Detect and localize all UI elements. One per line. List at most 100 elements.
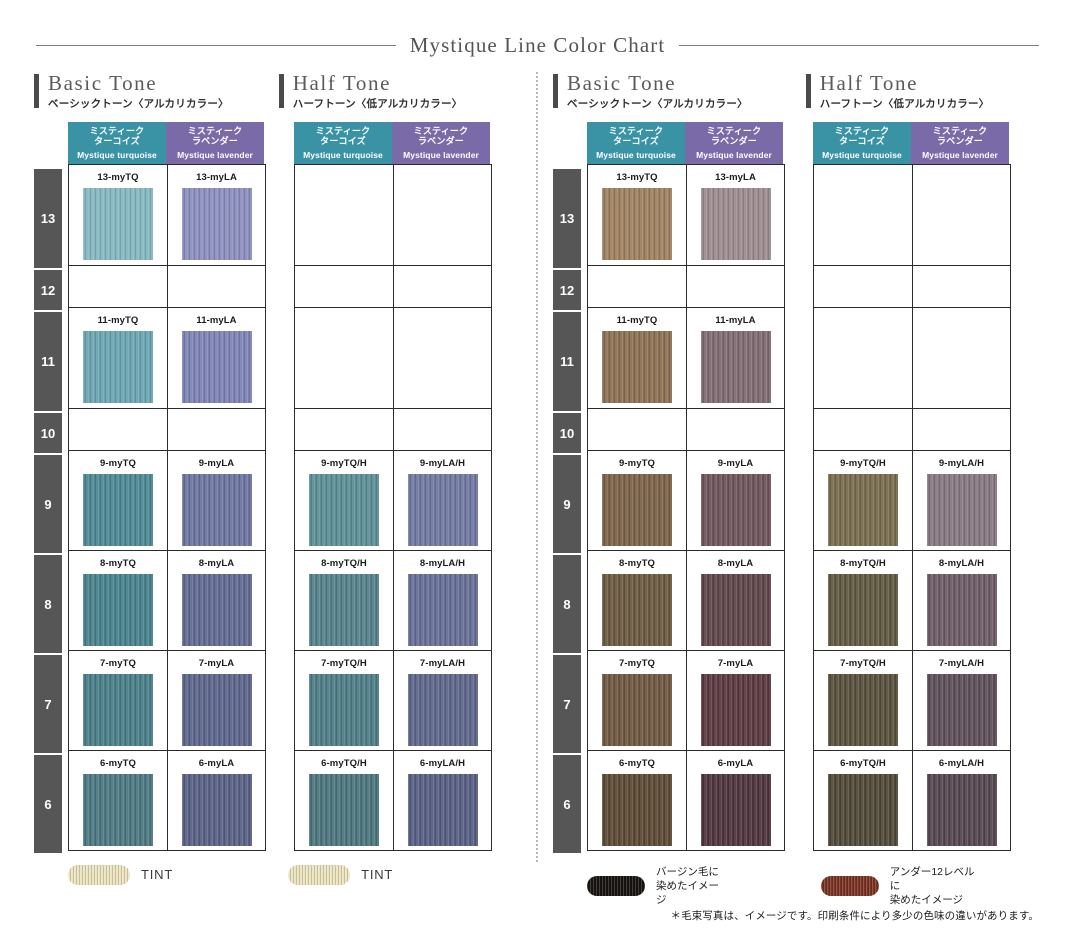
tone-header-basic: Basic Tone ベーシックトーン〈アルカリカラー〉: [553, 72, 748, 111]
swatch-color: [602, 188, 672, 260]
swatch-cell[interactable]: 6-myTQ/H: [295, 750, 393, 850]
swatch-cell[interactable]: 11-myLA: [168, 307, 265, 408]
swatch-cell[interactable]: 13-myLA: [168, 164, 265, 265]
level-column: 13 12 11 10 9 8 7 6: [34, 122, 62, 855]
column-header-jp: ミスティーク: [187, 125, 243, 136]
swatch-cell[interactable]: 11-myTQ: [588, 307, 686, 408]
swatch-cell[interactable]: 7-myLA/H: [394, 650, 491, 750]
swatch-cell[interactable]: 8-myLA: [687, 550, 784, 650]
swatch-color: [700, 574, 771, 646]
swatch-label: 8-myLA: [198, 558, 235, 569]
tone-header-basic: Basic Tone ベーシックトーン〈アルカリカラー〉: [34, 72, 229, 111]
column-header-jp2: ターコイズ: [320, 136, 366, 147]
tone-headers: Basic Tone ベーシックトーン〈アルカリカラー〉 Half Tone ハーフト…: [553, 72, 1075, 111]
panel-divider: [536, 72, 538, 862]
level-cell-13: 13: [34, 169, 62, 268]
swatch-cell[interactable]: 13-myLA: [687, 164, 784, 265]
swatch-cell[interactable]: 9-myLA: [168, 450, 265, 550]
column-header-en: Mystique lavender: [922, 149, 998, 160]
legend-label: バージン毛に 染めたイメージ: [656, 865, 725, 907]
swatch-cell[interactable]: 6-myLA/H: [394, 750, 491, 850]
legend-item: TINT: [288, 865, 393, 885]
swatch-label: 8-myTQ: [100, 558, 136, 569]
swatch-color: [926, 774, 997, 846]
swatch-cell[interactable]: 6-myTQ: [588, 750, 686, 850]
swatch-color: [407, 574, 478, 646]
swatch-cell[interactable]: 13-myTQ: [69, 164, 167, 265]
swatch-cell[interactable]: 7-myTQ/H: [295, 650, 393, 750]
column-header-en: Mystique lavender: [403, 149, 479, 160]
level-cell-7: 7: [553, 655, 581, 753]
swatch-cell[interactable]: 9-myLA/H: [913, 450, 1010, 550]
column-header-en: Mystique turquoise: [77, 149, 157, 160]
tone-accent-bar: [278, 74, 284, 108]
swatch-cell-empty: [168, 408, 265, 450]
swatch-cell[interactable]: 6-myLA/H: [913, 750, 1010, 850]
chart-table: 13 12 11 10 9 8 7 6 ミスティークターコイズ Mystique turquois…: [34, 122, 515, 855]
swatch-cell[interactable]: 8-myTQ/H: [295, 550, 393, 650]
swatch-label: 9-myLA/H: [938, 458, 985, 469]
swatch-cell[interactable]: 8-myLA: [168, 550, 265, 650]
column-header-jp: ミスティーク: [932, 125, 988, 136]
swatch-cell[interactable]: 6-myTQ/H: [814, 750, 912, 850]
swatch-color: [181, 574, 252, 646]
column-header-jp: ミスティーク: [608, 125, 664, 136]
swatch-cell[interactable]: 6-myLA: [168, 750, 265, 850]
column-headers: ミスティーク ターコイズ Mystique turquoise ミスティーク ラベンダー…: [68, 122, 266, 164]
swatch-cell[interactable]: 8-myTQ/H: [814, 550, 912, 650]
swatch-cell[interactable]: 9-myLA: [687, 450, 784, 550]
swatch-cell[interactable]: 6-myTQ: [69, 750, 167, 850]
swatch-label: 8-myLA/H: [938, 558, 985, 569]
swatch-cell-empty: [687, 408, 784, 450]
column-header-jp: ミスティーク: [413, 125, 469, 136]
swatch-cell[interactable]: 7-myLA: [687, 650, 784, 750]
legend-row: バージン毛に 染めたイメージ アンダー12レベルに 染めたイメージ: [553, 865, 1075, 907]
swatch-label: 7-myLA: [717, 658, 754, 669]
swatch-label: 7-myTQ/H: [321, 658, 367, 669]
swatch-color: [181, 474, 252, 546]
swatch-color: [602, 674, 672, 746]
swatch-cell[interactable]: 11-myTQ: [69, 307, 167, 408]
swatch-cell[interactable]: 9-myTQ: [69, 450, 167, 550]
swatch-cell-empty: [295, 307, 393, 408]
swatch-column-lavender: 9-myLA/H 8-myLA/H 7-myLA/H 6-myLA/H: [393, 164, 491, 850]
swatch-color: [181, 331, 252, 403]
swatch-color: [828, 574, 898, 646]
swatch-cell[interactable]: 7-myLA: [168, 650, 265, 750]
swatch-cell[interactable]: 7-myTQ/H: [814, 650, 912, 750]
swatch-cell[interactable]: 8-myTQ: [588, 550, 686, 650]
legend-item: TINT: [68, 865, 173, 885]
swatch-cell-empty: [588, 408, 686, 450]
column-header-jp: ミスティーク: [834, 125, 890, 136]
swatch-color: [309, 774, 379, 846]
column-header-jp2: ターコイズ: [613, 136, 659, 147]
swatch-column-turquoise: 9-myTQ/H 8-myTQ/H 7-myTQ/H 6-myTQ/H: [814, 164, 912, 850]
swatch-label: 11-myLA: [715, 315, 756, 326]
swatch-label: 6-myLA/H: [419, 758, 466, 769]
level-cell-10: 10: [553, 413, 581, 453]
swatch-cell[interactable]: 8-myLA/H: [394, 550, 491, 650]
swatch-color: [602, 474, 672, 546]
swatch-column-lavender: 9-myLA/H 8-myLA/H 7-myLA/H 6-myLA/H: [912, 164, 1010, 850]
level-cell-9: 9: [34, 455, 62, 553]
swatch-cell[interactable]: 7-myLA/H: [913, 650, 1010, 750]
swatch-cell[interactable]: 7-myTQ: [588, 650, 686, 750]
column-header-jp: ミスティーク: [706, 125, 762, 136]
swatch-label: 8-myTQ/H: [321, 558, 367, 569]
swatch-cell[interactable]: 8-myTQ: [69, 550, 167, 650]
legend-swatch: [587, 876, 646, 896]
swatch-color: [602, 774, 672, 846]
level-cell-12: 12: [553, 270, 581, 310]
swatch-cell[interactable]: 9-myLA/H: [394, 450, 491, 550]
swatch-cell[interactable]: 9-myTQ/H: [295, 450, 393, 550]
swatch-cell[interactable]: 13-myTQ: [588, 164, 686, 265]
swatch-cell[interactable]: 9-myTQ: [588, 450, 686, 550]
swatch-cell[interactable]: 9-myTQ/H: [814, 450, 912, 550]
swatch-color: [309, 674, 379, 746]
swatch-color: [700, 674, 771, 746]
level-cell-13: 13: [553, 169, 581, 268]
swatch-cell[interactable]: 6-myLA: [687, 750, 784, 850]
swatch-cell[interactable]: 7-myTQ: [69, 650, 167, 750]
swatch-cell[interactable]: 8-myLA/H: [913, 550, 1010, 650]
swatch-cell[interactable]: 11-myLA: [687, 307, 784, 408]
